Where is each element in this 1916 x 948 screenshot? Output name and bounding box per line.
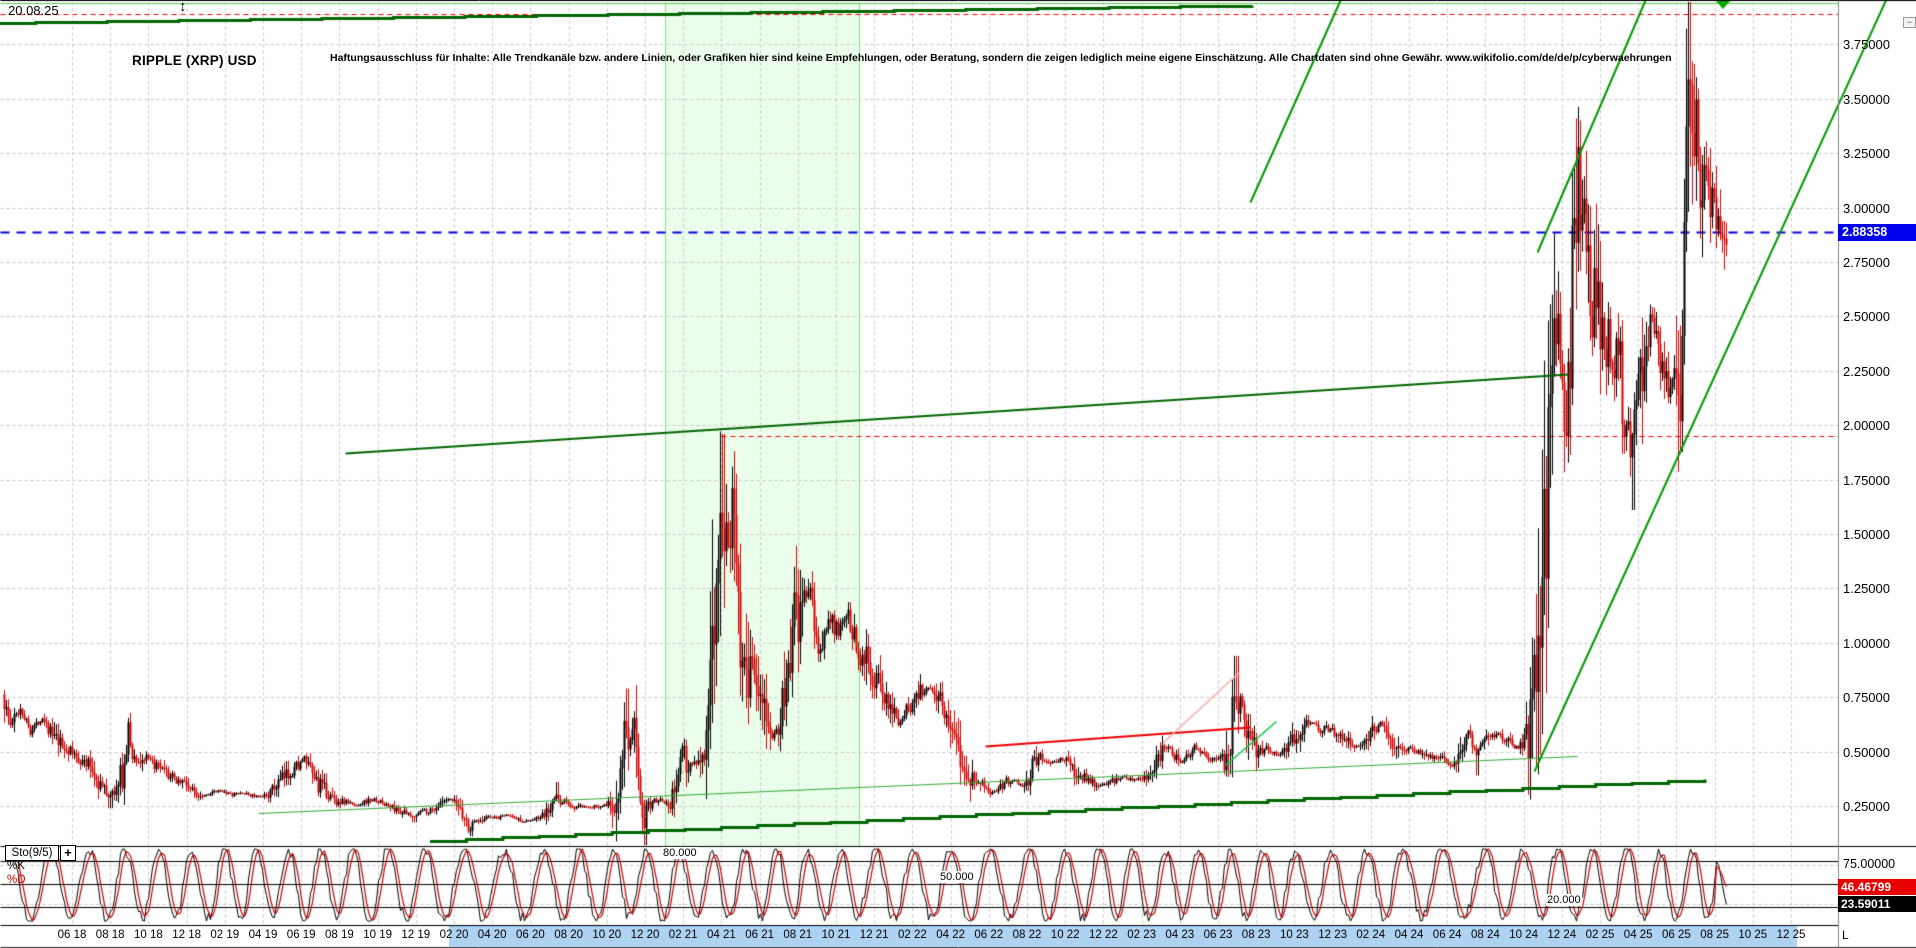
time-tick-label: 12 23 <box>1318 929 1347 941</box>
time-tick-label: 10 23 <box>1280 929 1309 941</box>
time-tick-label: 12 20 <box>630 929 660 941</box>
time-tick-label: 10 20 <box>592 929 622 941</box>
time-axis-end-label: L <box>1842 928 1849 942</box>
time-tick-label: 04 21 <box>707 929 736 941</box>
time-tick-label: 12 21 <box>859 929 889 941</box>
disclaimer-text: Haftungsausschluss für Inhalte: Alle Tre… <box>330 52 1672 64</box>
price-tick-label: 2.75000 <box>1843 255 1890 270</box>
loaded-range-highlight <box>449 926 1797 947</box>
time-tick-label: 10 24 <box>1509 929 1538 941</box>
sto-level-label: 20.000 <box>1546 894 1582 906</box>
price-tick-label: 0.75000 <box>1843 690 1890 706</box>
time-tick-label: 10 22 <box>1050 929 1080 941</box>
time-tick-label: 08 20 <box>554 929 583 941</box>
sto-axis-label: 75.00000 <box>1843 856 1896 871</box>
time-tick-label: 06 22 <box>974 929 1004 941</box>
time-tick-label: 10 19 <box>363 929 392 941</box>
time-tick-label: 10 25 <box>1738 929 1768 941</box>
price-tick-label: 3.25000 <box>1843 146 1890 162</box>
time-tick-label: 06 25 <box>1662 929 1691 941</box>
time-tick-label: 08 23 <box>1241 929 1271 941</box>
time-tick-label: 12 22 <box>1089 929 1118 941</box>
sto-level-label: 50.000 <box>939 871 975 883</box>
time-tick-label: 12 25 <box>1776 929 1806 941</box>
price-tick-label: 1.50000 <box>1843 527 1890 542</box>
time-tick-label: 12 19 <box>401 929 431 941</box>
price-tick-label: 2.50000 <box>1843 309 1890 325</box>
time-tick-label: 08 21 <box>783 929 813 941</box>
time-tick-label: 08 19 <box>325 929 354 941</box>
time-tick-label: 08 18 <box>95 929 125 941</box>
time-tick-label: 04 23 <box>1165 929 1195 941</box>
time-tick-label: 02 19 <box>210 929 240 941</box>
time-tick-label: 06 21 <box>745 929 774 941</box>
price-tick-label: 3.50000 <box>1843 91 1890 107</box>
time-tick-label: 10 21 <box>821 929 851 941</box>
time-tick-label: 06 19 <box>286 929 316 941</box>
price-tick-label: 0.25000 <box>1843 799 1890 814</box>
time-tick-label: 04 22 <box>936 929 965 941</box>
time-tick-label: 04 25 <box>1623 929 1653 941</box>
time-tick-label: 08 25 <box>1700 929 1729 941</box>
time-tick-label: 02 25 <box>1585 929 1615 941</box>
time-tick-label: 04 20 <box>477 929 507 941</box>
time-tick-label: 08 24 <box>1471 929 1500 941</box>
time-tick-label: 02 20 <box>439 929 469 941</box>
price-tick-label: 2.25000 <box>1843 363 1890 379</box>
time-tick-label: 02 21 <box>668 929 698 941</box>
add-indicator-button[interactable]: + <box>60 845 76 861</box>
time-tick-label: 06 24 <box>1432 929 1462 941</box>
sto-settings-button[interactable]: Sto(9/5) <box>5 845 59 861</box>
time-tick-label: 12 18 <box>172 929 201 941</box>
price-tick-label: 0.50000 <box>1843 744 1890 760</box>
price-tick-label: 1.25000 <box>1843 581 1890 597</box>
chart-date-label: 20.08.25 <box>8 3 59 18</box>
time-tick-label: 02 23 <box>1127 929 1156 941</box>
time-tick-label: 12 24 <box>1547 929 1577 941</box>
sto-k-value-tag: 23.59011 <box>1838 896 1916 912</box>
price-tick-label: 1.00000 <box>1843 635 1890 651</box>
time-tick-label: 06 18 <box>57 929 87 941</box>
time-tick-label: 06 20 <box>516 929 545 941</box>
price-tick-label: 1.75000 <box>1843 472 1890 488</box>
chart-title: RIPPLE (XRP) USD <box>132 53 257 68</box>
sto-level-label: 80.000 <box>662 847 698 859</box>
current-price-tag: 2.88358 <box>1838 224 1916 241</box>
time-tick-label: 04 24 <box>1394 929 1424 941</box>
price-tick-label: 3.75000 <box>1843 37 1890 53</box>
time-tick-label: 08 22 <box>1012 929 1042 941</box>
sto-d-value-tag: 46.46799 <box>1838 879 1916 895</box>
time-tick-label: 10 18 <box>134 929 163 941</box>
sto-d-label: %D <box>7 874 26 886</box>
sto-k-label: %K <box>7 860 25 872</box>
resize-cursor-icon: ↕ <box>179 0 187 15</box>
time-tick-label: 02 24 <box>1356 929 1386 941</box>
collapse-button[interactable]: − <box>1903 17 1916 28</box>
time-tick-label: 04 19 <box>248 929 278 941</box>
price-tick-label: 3.00000 <box>1843 200 1890 216</box>
time-tick-label: 06 23 <box>1203 929 1233 941</box>
price-tick-label: 2.00000 <box>1843 418 1890 434</box>
time-tick-label: 02 22 <box>898 929 927 941</box>
